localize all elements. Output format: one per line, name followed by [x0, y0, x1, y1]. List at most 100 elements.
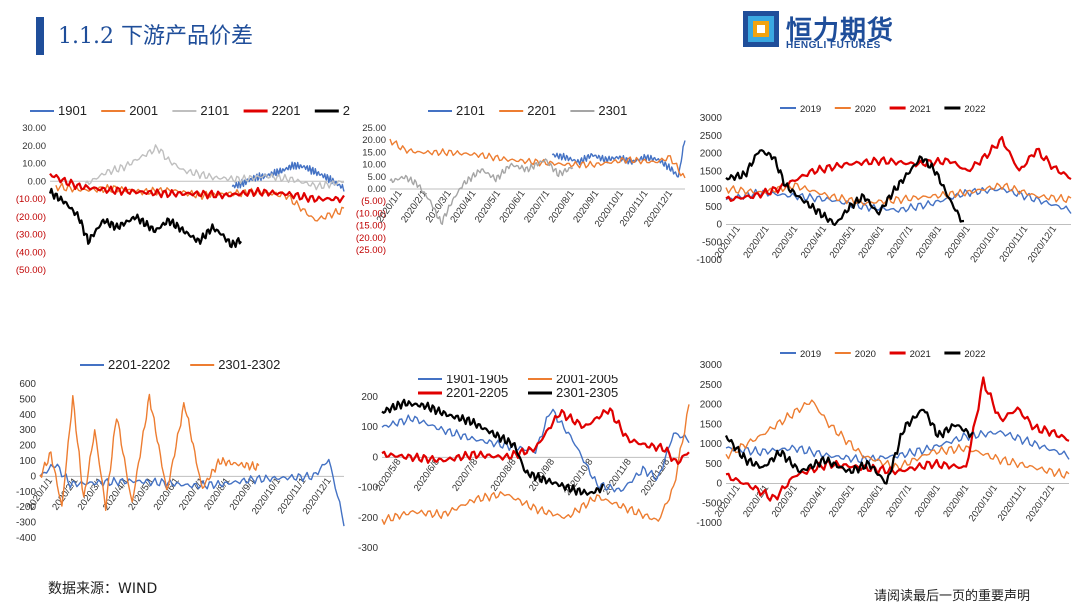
- x-tick-label: 2020/12/8: [639, 457, 672, 498]
- series-line-2020: [725, 182, 1072, 206]
- series-line-2301-2305: [381, 398, 605, 496]
- legend-label: 2001: [129, 103, 158, 118]
- y-tick-label: -200: [16, 502, 36, 513]
- y-tick-label: 0: [372, 452, 378, 463]
- y-tick-label: 20.00: [22, 141, 46, 152]
- x-tick-label: 2020/6/1: [855, 483, 885, 520]
- legend-label: 2022: [964, 104, 985, 115]
- series-line-2020: [725, 399, 1070, 479]
- y-tick-label: (30.00): [16, 230, 46, 241]
- y-tick-label: -1000: [696, 255, 722, 266]
- legend-label: 2020: [855, 104, 876, 115]
- series-line-2001: [55, 182, 345, 222]
- y-tick-label: 1500: [700, 166, 723, 177]
- y-tick-label: 1000: [700, 439, 723, 450]
- y-tick-label: (20.00): [16, 212, 46, 223]
- x-tick-label: 2020/12/1: [1024, 483, 1057, 524]
- series-line-2201: [389, 138, 686, 179]
- x-tick-label: 2020/4/1: [799, 224, 829, 261]
- legend-label: 2019: [800, 349, 821, 360]
- logo-mark-icon: [743, 11, 779, 47]
- y-tick-label: -1000: [696, 518, 722, 529]
- y-tick-label: (25.00): [356, 245, 386, 256]
- y-tick-label: (10.00): [356, 208, 386, 219]
- series-line-2301: [389, 158, 574, 225]
- y-tick-label: 20.00: [362, 135, 386, 146]
- y-tick-label: 2500: [700, 380, 723, 391]
- y-tick-label: (20.00): [356, 233, 386, 244]
- x-tick-label: 2020/8/8: [489, 457, 519, 494]
- legend-label: 2021: [910, 104, 931, 115]
- y-tick-label: 10.00: [22, 159, 46, 170]
- y-tick-label: (40.00): [16, 247, 46, 258]
- x-tick-label: 2020/9/1: [943, 224, 973, 261]
- x-tick-label: 2020/5/1: [828, 224, 858, 261]
- page-title: 1.1.2 下游产品价差: [58, 24, 253, 49]
- x-tick-label: 2020/7/8: [450, 457, 480, 494]
- series-line-2019: [725, 187, 1072, 214]
- legend-label: 2101: [200, 103, 229, 118]
- y-tick-label: 5.00: [368, 172, 387, 183]
- x-tick-label: 2020/9/1: [941, 483, 971, 520]
- series-line-2301-2302: [39, 393, 260, 511]
- y-tick-label: 200: [19, 441, 36, 452]
- legend-label: 1901-1905: [446, 375, 508, 386]
- legend-label: 2021: [910, 349, 931, 360]
- logo-text-cn: 恒力期货: [786, 16, 895, 46]
- logo-text-en: HENGLI FUTURES: [786, 40, 881, 51]
- legend-label: 2201: [272, 103, 301, 118]
- y-tick-label: 30.00: [22, 123, 46, 134]
- series-line-2301: [48, 187, 243, 249]
- x-tick-label: 2020/11/8: [601, 457, 634, 497]
- y-tick-label: 0.00: [28, 176, 47, 187]
- legend-label: 2201-2202: [108, 357, 170, 372]
- y-tick-label: (5.00): [361, 196, 386, 207]
- series-line-2201-2202: [39, 458, 345, 527]
- y-tick-label: 2500: [700, 131, 723, 142]
- y-tick-label: 1500: [700, 419, 723, 430]
- legend-label: 2022: [964, 349, 985, 360]
- legend-label: 2020: [855, 349, 876, 360]
- x-tick-label: 2020/12/1: [1026, 224, 1059, 265]
- legend-label: 2301: [598, 103, 627, 118]
- y-tick-label: 10.00: [362, 160, 386, 171]
- series-line-2201-2205: [381, 407, 690, 465]
- y-tick-label: 300: [19, 425, 36, 436]
- chart-6: 300025002000150010005000-500-10002020/1/…: [696, 349, 1070, 529]
- series-line-2019: [725, 430, 1070, 465]
- x-tick-label: 2020/3/1: [770, 224, 800, 261]
- series-line-2101: [551, 140, 686, 178]
- y-tick-label: (15.00): [356, 221, 386, 232]
- y-tick-label: 100: [361, 422, 378, 433]
- y-tick-label: (10.00): [16, 194, 46, 205]
- y-tick-label: 500: [705, 202, 722, 213]
- y-tick-label: 2000: [700, 400, 723, 411]
- series-line-2001-2005: [381, 404, 690, 525]
- legend-label: 2101: [456, 103, 485, 118]
- title-accent-bar: [36, 17, 44, 55]
- y-tick-label: -100: [16, 487, 36, 498]
- x-tick-label: 2020/4/1: [798, 483, 828, 520]
- y-tick-label: -300: [16, 518, 36, 529]
- y-tick-label: 15.00: [362, 147, 386, 158]
- legend-label: 2301-2305: [556, 385, 618, 400]
- y-tick-label: 600: [19, 379, 36, 390]
- series-line-1901: [231, 161, 345, 192]
- y-tick-label: -200: [358, 513, 378, 524]
- x-tick-label: 2020/8/1: [914, 224, 944, 261]
- legend-label: 2201: [527, 103, 556, 118]
- x-tick-label: 2020/7/1: [885, 224, 915, 261]
- legend-label: 2001-2005: [556, 375, 618, 386]
- y-tick-label: 0: [716, 220, 722, 231]
- legend-label: 2301: [343, 103, 350, 118]
- y-tick-label: 500: [705, 459, 722, 470]
- y-tick-label: -400: [16, 533, 36, 544]
- series-line-2022: [724, 408, 974, 485]
- y-tick-label: 2000: [700, 149, 723, 160]
- y-tick-label: 3000: [700, 113, 723, 124]
- x-tick-label: 2020/10/1: [968, 224, 1001, 265]
- chart-4: 6005004003002001000-100-200-300-4002020/…: [16, 357, 345, 544]
- logo: 恒力期货 HENGLI FUTURES: [742, 10, 902, 52]
